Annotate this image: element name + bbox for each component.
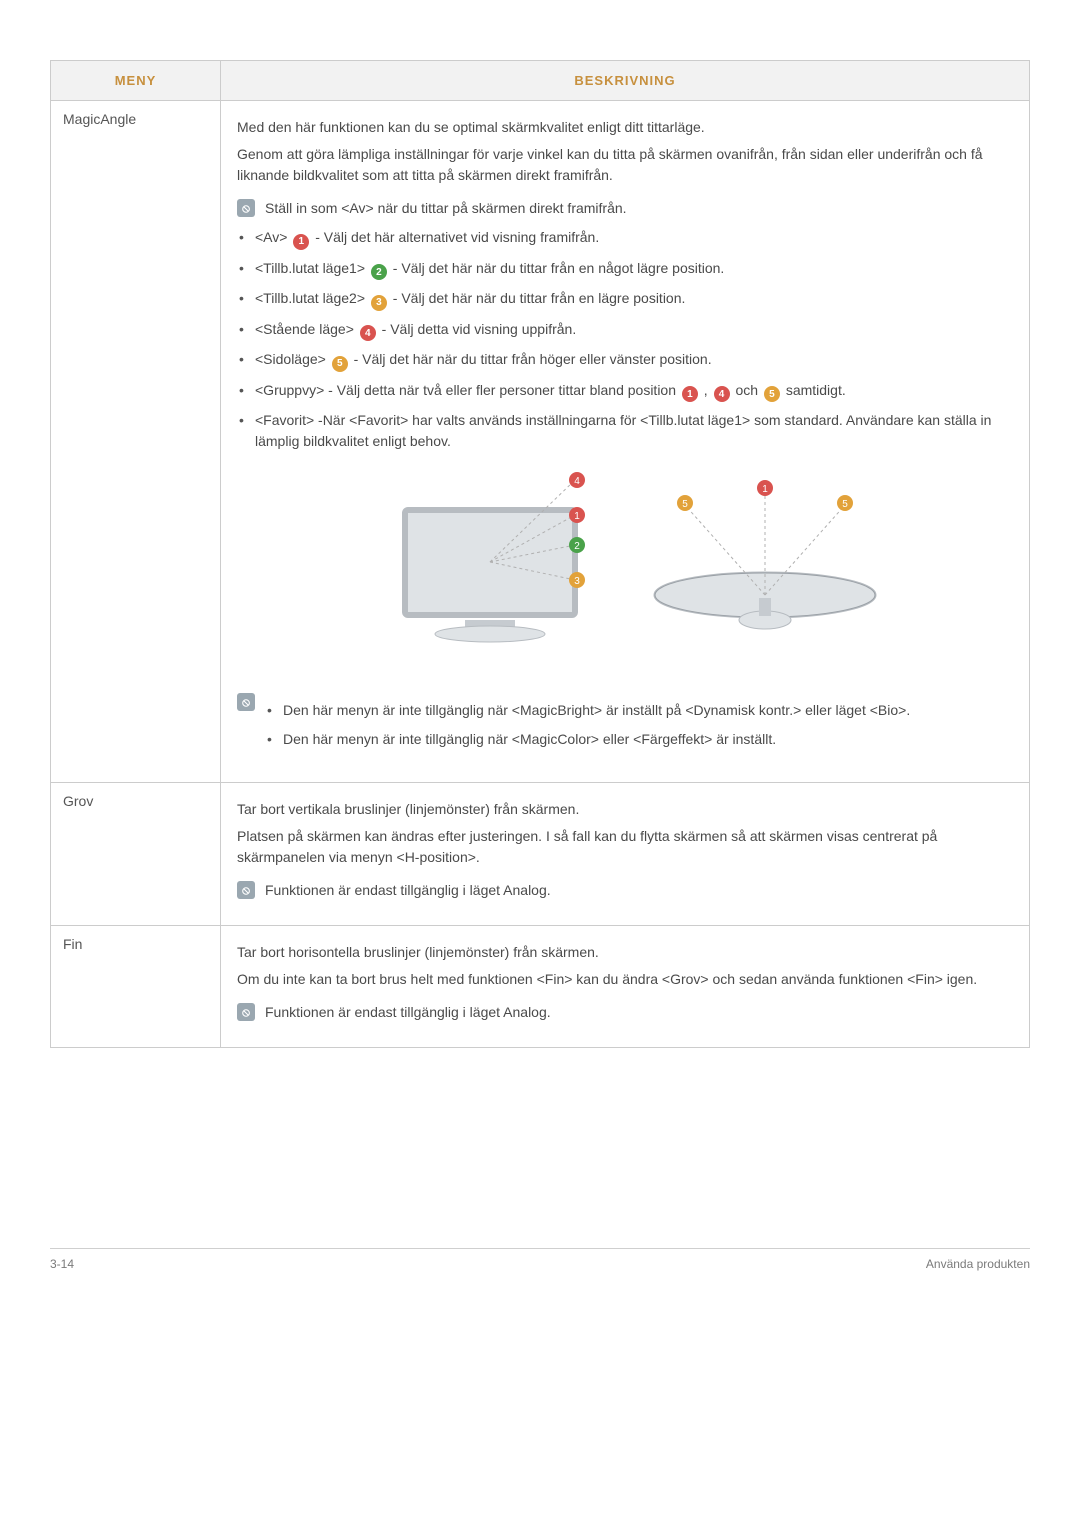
badge-1-icon: 1 xyxy=(682,386,698,402)
note-text: Ställ in som <Av> när du tittar på skärm… xyxy=(265,198,1013,219)
table-row: Fin Tar bort horisontella bruslinjer (li… xyxy=(51,926,1030,1048)
desc-cell-fin: Tar bort horisontella bruslinjer (linjem… xyxy=(221,926,1030,1048)
svg-text:5: 5 xyxy=(842,499,848,510)
list-item: <Gruppvy> - Välj detta när två eller fle… xyxy=(237,380,1013,403)
list-item: <Tillb.lutat läge1> 2 - Välj det här när… xyxy=(237,258,1013,281)
text: , xyxy=(704,382,712,398)
text: samtidigt. xyxy=(786,382,846,398)
text: <Av> xyxy=(255,229,291,245)
badge-3-icon: 3 xyxy=(371,295,387,311)
badge-2-icon: 2 xyxy=(371,264,387,280)
text: Om du inte kan ta bort brus helt med fun… xyxy=(237,969,1013,990)
list-item: Den här menyn är inte tillgänglig när <M… xyxy=(265,700,1013,721)
note: ⦸ Den här menyn är inte tillgänglig när … xyxy=(237,692,1013,758)
list-item: <Av> 1 - Välj det här alternativet vid v… xyxy=(237,227,1013,250)
text: - Välj det här alternativet vid visning … xyxy=(315,229,599,245)
list-item: <Tillb.lutat läge2> 3 - Välj det här när… xyxy=(237,288,1013,311)
header-meny: MENY xyxy=(51,61,221,101)
text: Platsen på skärmen kan ändras efter just… xyxy=(237,826,1013,868)
badge-4-icon: 4 xyxy=(714,386,730,402)
note-text: Funktionen är endast tillgänglig i läget… xyxy=(265,880,1013,901)
page-number: 3-14 xyxy=(50,1257,74,1271)
text: Tar bort horisontella bruslinjer (linjem… xyxy=(237,942,1013,963)
svg-text:3: 3 xyxy=(574,576,580,587)
badge-4-icon: 4 xyxy=(360,325,376,341)
text: - Välj det här när du tittar från en någ… xyxy=(393,260,725,276)
svg-text:4: 4 xyxy=(574,476,580,487)
note: ⦸ Funktionen är endast tillgänglig i läg… xyxy=(237,1002,1013,1023)
text: Med den här funktionen kan du se optimal… xyxy=(237,117,1013,138)
meny-cell-fin: Fin xyxy=(51,926,221,1048)
note: ⦸ Ställ in som <Av> när du tittar på skä… xyxy=(237,198,1013,219)
settings-table: MENY BESKRIVNING MagicAngle Med den här … xyxy=(50,60,1030,1048)
list-item: Den här menyn är inte tillgänglig när <M… xyxy=(265,729,1013,750)
text: och xyxy=(735,382,761,398)
header-beskrivning: BESKRIVNING xyxy=(221,61,1030,101)
text: Genom att göra lämpliga inställningar fö… xyxy=(237,144,1013,186)
angle-diagram: 4 1 2 3 xyxy=(345,470,905,676)
text: <Gruppvy> - Välj detta när två eller fle… xyxy=(255,382,680,398)
meny-cell-grov: Grov xyxy=(51,783,221,926)
svg-text:2: 2 xyxy=(574,541,580,552)
note-icon: ⦸ xyxy=(237,693,255,711)
note-icon: ⦸ xyxy=(237,881,255,899)
note-text: Funktionen är endast tillgänglig i läget… xyxy=(265,1002,1013,1023)
list-item: <Sidoläge> 5 - Välj det här när du titta… xyxy=(237,349,1013,372)
text: Tar bort vertikala bruslinjer (linjemöns… xyxy=(237,799,1013,820)
list-item: <Favorit> -När <Favorit> har valts använ… xyxy=(237,410,1013,452)
svg-text:5: 5 xyxy=(682,499,688,510)
badge-5-icon: 5 xyxy=(764,386,780,402)
text: - Välj det här när du tittar från höger … xyxy=(354,351,712,367)
section-title: Använda produkten xyxy=(926,1257,1030,1271)
svg-text:1: 1 xyxy=(574,511,580,522)
text: <Tillb.lutat läge2> xyxy=(255,290,369,306)
text: - Välj detta vid visning uppifrån. xyxy=(382,321,577,337)
badge-1-icon: 1 xyxy=(293,234,309,250)
text: <Tillb.lutat läge1> xyxy=(255,260,369,276)
note-icon: ⦸ xyxy=(237,199,255,217)
badge-5-icon: 5 xyxy=(332,356,348,372)
meny-cell-magicangle: MagicAngle xyxy=(51,101,221,783)
desc-cell-magicangle: Med den här funktionen kan du se optimal… xyxy=(221,101,1030,783)
desc-cell-grov: Tar bort vertikala bruslinjer (linjemöns… xyxy=(221,783,1030,926)
page-footer: 3-14 Använda produkten xyxy=(50,1248,1030,1271)
text: <Sidoläge> xyxy=(255,351,330,367)
table-row: MagicAngle Med den här funktionen kan du… xyxy=(51,101,1030,783)
option-list: <Av> 1 - Välj det här alternativet vid v… xyxy=(237,227,1013,452)
text: - Välj det här när du tittar från en läg… xyxy=(393,290,686,306)
note: ⦸ Funktionen är endast tillgänglig i läg… xyxy=(237,880,1013,901)
note-list: Den här menyn är inte tillgänglig när <M… xyxy=(265,700,1013,750)
list-item: <Stående läge> 4 - Välj detta vid visnin… xyxy=(237,319,1013,342)
note-icon: ⦸ xyxy=(237,1003,255,1021)
text: <Stående läge> xyxy=(255,321,358,337)
svg-text:1: 1 xyxy=(762,484,768,495)
table-row: Grov Tar bort vertikala bruslinjer (linj… xyxy=(51,783,1030,926)
